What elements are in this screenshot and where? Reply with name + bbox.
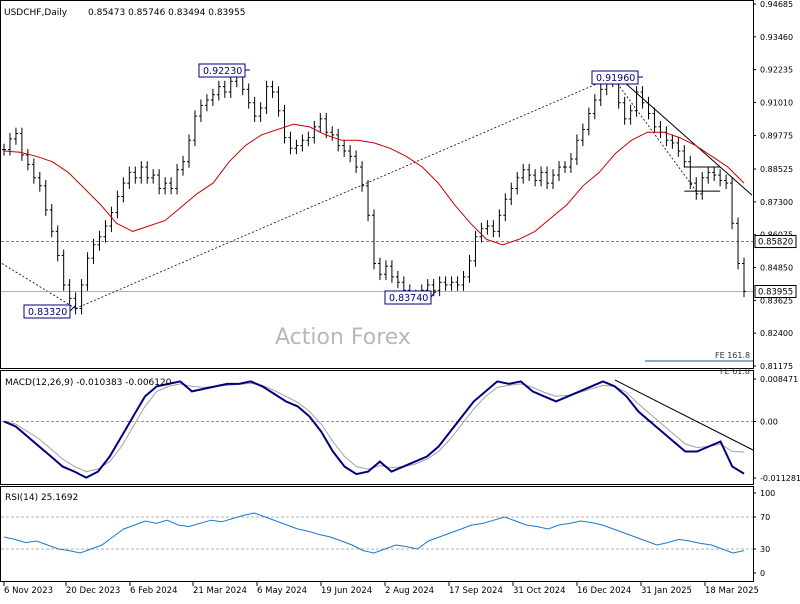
x-tick-label: 16 Dec 2024	[577, 586, 631, 596]
rsi-y-tick-label: 0	[760, 569, 765, 578]
annotation-box	[23, 304, 71, 319]
price-y-tick-label: 0.89775	[760, 132, 793, 141]
price-marker-label: 0.85820	[758, 238, 793, 248]
annotation-box	[198, 63, 246, 78]
macd-panel-frame	[0, 370, 754, 485]
price-y-tick-label: 0.83625	[760, 296, 793, 305]
x-tick-label: 6 May 2024	[257, 586, 307, 596]
x-tick-label: 6 Feb 2024	[130, 586, 178, 596]
price-y-tick-label: 0.84850	[760, 264, 793, 273]
price-marker-box	[754, 285, 797, 299]
macd-y-tick-label: 0.008471	[760, 375, 798, 384]
rsi-y-tick-label: 100	[760, 489, 775, 498]
price-y-tick-label: 0.81175	[760, 362, 793, 371]
x-tick-label: 20 Dec 2023	[66, 586, 120, 596]
macd-title: MACD(12,26,9) -0.010383 -0.006120	[5, 378, 172, 388]
annotation-label: 0.83740	[389, 293, 428, 304]
x-tick-label: 31 Jan 2025	[641, 586, 692, 596]
fe-161-label: FE 161.8	[715, 351, 750, 360]
macd-y-tick-label: 0.00	[760, 417, 778, 426]
price-trendline-rising	[75, 76, 613, 309]
price-y-tick-label: 0.94685	[760, 0, 793, 9]
rsi-panel-frame	[0, 486, 754, 582]
ma-line	[3, 123, 745, 246]
x-tick-label: 21 Mar 2024	[193, 586, 247, 596]
annotation-label: 0.91960	[596, 73, 635, 84]
annotation-box	[591, 70, 639, 85]
price-y-tick-label: 0.93460	[760, 33, 793, 42]
macd-y-tick-label: -0.011281	[760, 474, 800, 483]
macd-line	[3, 380, 745, 479]
rsi-layer	[1, 512, 753, 554]
rsi-y-tick-label: 30	[760, 545, 770, 554]
price-y-tick-label: 0.82400	[760, 329, 793, 338]
price-y-tick-label: 0.91010	[760, 98, 793, 107]
chart-header-symbol: USDCHF,Daily	[4, 8, 68, 18]
price-panel-frame	[0, 0, 754, 369]
price-layer: 0.92230 0.91960 0.83320 0.83740 FE 161.8 FE 6…	[1, 63, 753, 376]
annotation-label: 0.83320	[28, 307, 67, 318]
annotation-box	[384, 290, 432, 305]
chart-header-ohlc: 0.85473 0.85746 0.83494 0.83955	[88, 8, 245, 18]
x-tick-label: 17 Sep 2024	[449, 586, 503, 596]
price-trendline-fan	[612, 76, 697, 192]
macd-signal-line	[3, 382, 745, 473]
axis-layer: 0.94685 0.93460 0.92235 0.91010 0.89775 0.885…	[3, 0, 800, 596]
price-y-tick-label: 0.88525	[760, 165, 793, 174]
x-tick-label: 2 Aug 2024	[385, 586, 434, 596]
annotation-label: 0.92230	[203, 66, 242, 77]
annotation-leader	[69, 304, 77, 312]
watermark: Action Forex	[275, 325, 411, 350]
price-marker-box	[754, 235, 797, 249]
rsi-title: RSI(14) 25.1692	[5, 493, 78, 503]
annotation-leader	[430, 290, 437, 298]
x-tick-label: 18 Mar 2025	[705, 586, 759, 596]
price-marker-label: 0.83955	[758, 288, 793, 298]
x-tick-label: 6 Nov 2023	[4, 586, 53, 596]
rsi-line	[3, 512, 745, 554]
macd-layer	[1, 379, 754, 479]
macd-trendline	[614, 379, 754, 451]
price-y-tick-label: 0.87300	[760, 198, 793, 207]
price-trendline-falling	[612, 71, 753, 196]
fe-618-label: FE 61.8	[720, 367, 750, 376]
price-y-tick-label: 0.92235	[760, 66, 793, 75]
x-tick-label: 31 Oct 2024	[513, 586, 566, 596]
x-tick-label: 19 Jun 2024	[321, 586, 372, 596]
rsi-y-tick-label: 70	[760, 513, 770, 522]
price-trendline-left	[1, 263, 76, 309]
